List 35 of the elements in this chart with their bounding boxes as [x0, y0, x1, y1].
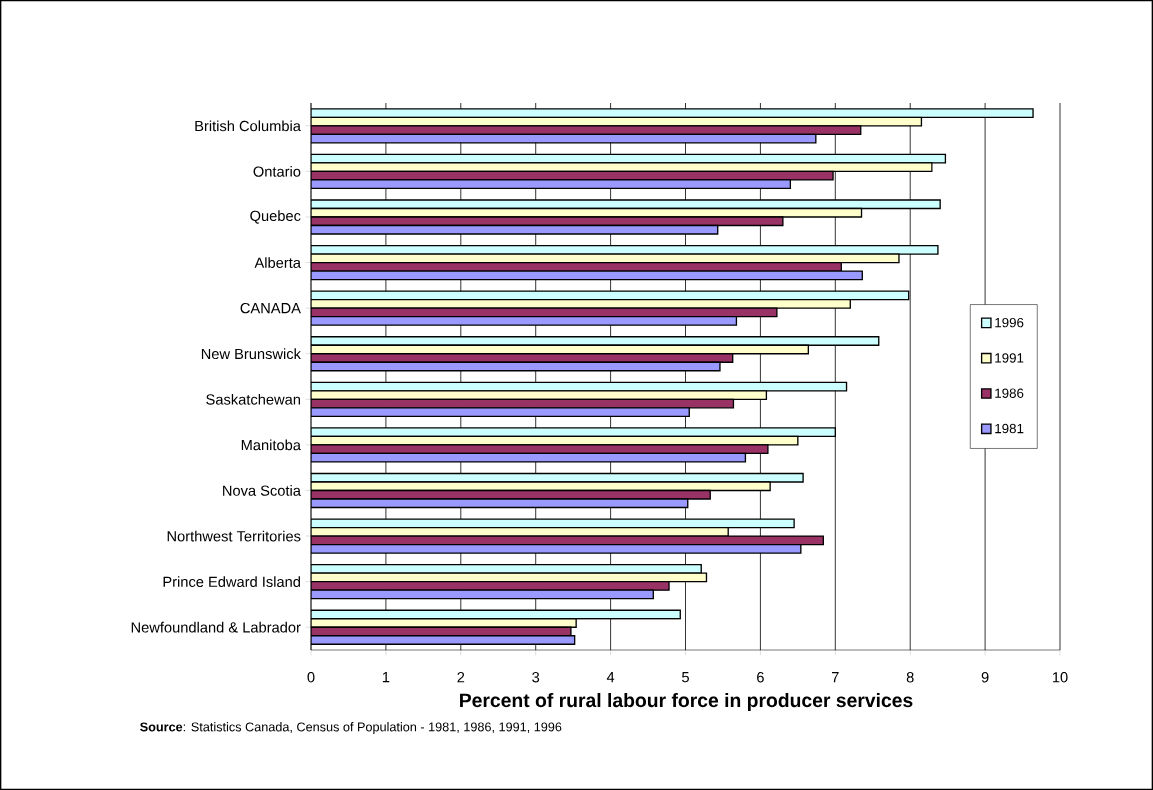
y-tick-label: Manitoba [241, 439, 301, 451]
y-tick-label: New Brunswick [201, 348, 301, 360]
y-tick-label: Newfoundland & Labrador [131, 621, 301, 633]
x-tick-label: 3 [532, 672, 540, 683]
x-tick-label: 7 [831, 672, 839, 683]
text: Source: Statistics Canada, Census of Population - 1981, 1986, 1991, 1996 [140, 722, 562, 734]
bar [311, 635, 576, 645]
y-tick-label: Alberta [254, 257, 301, 268]
legend-label: 1981 [995, 423, 1024, 434]
x-tick-label: 5 [682, 672, 689, 683]
x-tick-label: 0 [307, 672, 315, 683]
x-tick-label: 4 [606, 672, 615, 683]
y-tick-label: Northwest Territories [167, 530, 301, 542]
legend-label: 1986 [995, 388, 1024, 398]
y-tick-label: Nova Scotia [223, 485, 301, 496]
y-tick-label: Saskatchewan [206, 393, 300, 405]
bar [311, 336, 880, 346]
bar [311, 618, 577, 628]
x-tick-label: 10 [1052, 672, 1068, 683]
x-tick-label: 2 [457, 672, 465, 683]
x-tick-label: 6 [757, 672, 764, 683]
bar [311, 108, 1034, 118]
bar [311, 407, 690, 417]
legend-label: 1991 [995, 353, 1024, 363]
y-tick-label: CANADA [240, 302, 301, 314]
y-tick-label: Quebec [250, 210, 301, 224]
y-tick-label: Prince Edward Island [163, 576, 300, 588]
x-tick-label: 9 [981, 672, 989, 683]
y-tick-label: British Columbia [195, 120, 301, 132]
bar [311, 390, 768, 400]
x-tick-label: 1 [382, 672, 390, 683]
x-axis-title: Percent of rural labour force in producer services [460, 692, 913, 712]
legend-label: 1996 [995, 317, 1024, 328]
y-tick-label: Ontario [253, 166, 301, 177]
x-tick-label: 8 [906, 672, 914, 683]
